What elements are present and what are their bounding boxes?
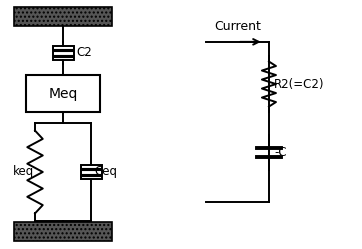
- Bar: [81, 165, 102, 179]
- Text: Ceq: Ceq: [94, 166, 117, 179]
- Text: C2: C2: [76, 46, 92, 59]
- Bar: [14, 222, 113, 241]
- Text: keq: keq: [13, 166, 34, 179]
- Text: R2(=C2): R2(=C2): [274, 77, 325, 91]
- Text: Meq: Meq: [49, 87, 78, 101]
- Bar: [26, 75, 100, 112]
- Text: Current: Current: [214, 20, 261, 33]
- Text: -C: -C: [274, 146, 287, 159]
- Bar: [14, 7, 113, 26]
- Bar: [52, 46, 74, 60]
